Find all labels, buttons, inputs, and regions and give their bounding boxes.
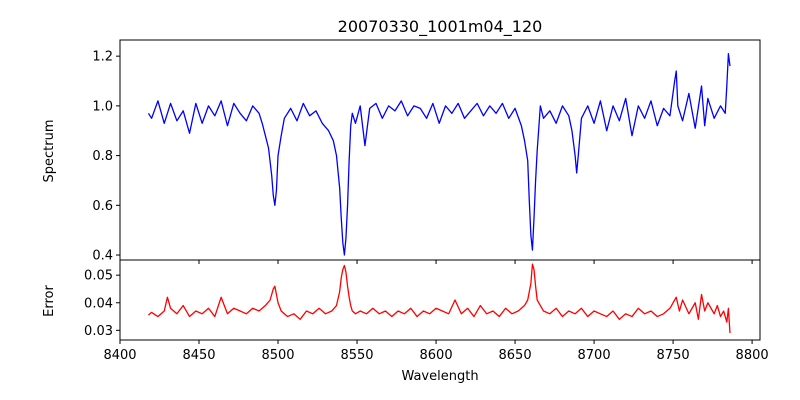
error-y-axis-label: Error [42, 285, 57, 317]
error-x-tick-label: 8500 [261, 348, 294, 363]
spectrum-y-axis-label: Spectrum [42, 120, 57, 183]
error-y-tick-label: 0.03 [84, 324, 113, 339]
error-x-tick-label: 8400 [103, 348, 136, 363]
spectrum-series-line [147, 53, 731, 256]
spectrum-y-tick-label: 0.4 [92, 249, 113, 264]
error-series-line [148, 263, 731, 334]
spectrum-y-tick-label: 1.0 [92, 99, 113, 114]
error-y-tick-label: 0.04 [84, 296, 113, 311]
error-panel: 0.03 0.04 0.05 8400 8450 8500 8550 8600 8650 8700… [84, 259, 769, 363]
error-x-tick-label: 8600 [420, 348, 453, 363]
error-x-tick-label: 8450 [182, 348, 215, 363]
error-x-tick-label: 8650 [499, 348, 532, 363]
error-x-tick-label: 8750 [657, 348, 690, 363]
chart-title: 20070330_1001m04_120 [338, 17, 543, 37]
error-y-tick-label: 0.05 [84, 269, 113, 284]
error-x-tick-label: 8800 [736, 348, 769, 363]
x-axis-label: Wavelength [401, 369, 478, 384]
error-axes-frame [119, 259, 761, 341]
spectrum-y-tick-label: 1.2 [92, 50, 113, 65]
error-x-tick-label: 8550 [340, 348, 373, 363]
spectrum-y-tick-label: 0.8 [92, 149, 113, 164]
error-x-tick-label: 8700 [578, 348, 611, 363]
spectrum-y-tick-label: 0.6 [92, 199, 113, 214]
